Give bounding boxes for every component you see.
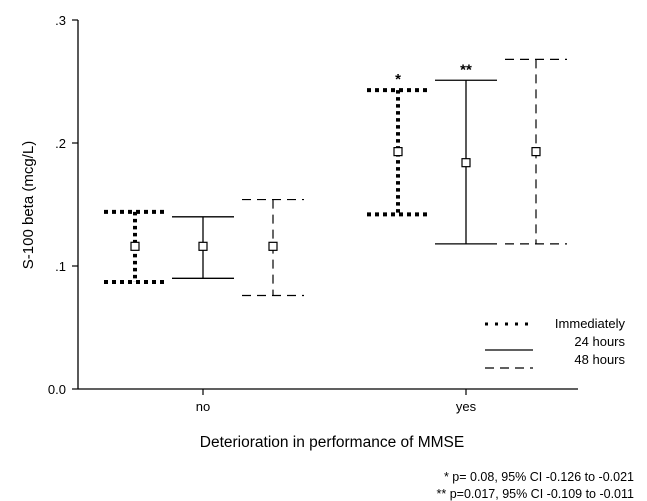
error-bar-48-hours-no	[242, 198, 304, 297]
legend-label: 48 hours	[574, 352, 625, 367]
y-axis-label: S-100 beta (mcg/L)	[20, 141, 37, 269]
footnote-24h-significance: ** p=0.017, 95% CI -0.109 to -0.011	[436, 487, 634, 501]
axes: 0.0 .1 .2 .3 no yes	[48, 13, 578, 414]
mean-marker	[531, 147, 541, 157]
mean-marker	[461, 158, 471, 168]
error-bar-24-hours-yes: **	[435, 61, 497, 245]
legend-label: Immediately	[555, 316, 626, 331]
mean-marker	[198, 241, 208, 251]
significance-marker: **	[460, 61, 472, 78]
x-tick-label: no	[196, 399, 210, 414]
error-bar-48-hours-yes	[505, 58, 567, 245]
footnote-immediately-significance: * p= 0.08, 95% CI -0.126 to -0.021	[443, 470, 634, 484]
y-tick-label: .3	[55, 13, 66, 28]
x-axis-label: Deterioration in performance of MMSE	[200, 434, 464, 451]
x-tick-label: yes	[456, 399, 477, 414]
legend-label: 24 hours	[574, 334, 625, 349]
mean-marker	[268, 241, 278, 251]
error-bar-immediately-no	[104, 209, 166, 284]
error-bar-immediately-yes: *	[367, 71, 429, 217]
error-bars: ***	[104, 58, 567, 297]
legend: Immediately 24 hours 48 hours	[485, 316, 626, 369]
mean-marker	[393, 147, 403, 157]
significance-marker: *	[395, 71, 401, 88]
y-tick-label: .1	[55, 259, 66, 274]
y-tick-label: .2	[55, 136, 66, 151]
mean-marker	[130, 241, 140, 251]
error-bar-24-hours-no	[172, 216, 234, 279]
y-tick-label: 0.0	[48, 382, 66, 397]
